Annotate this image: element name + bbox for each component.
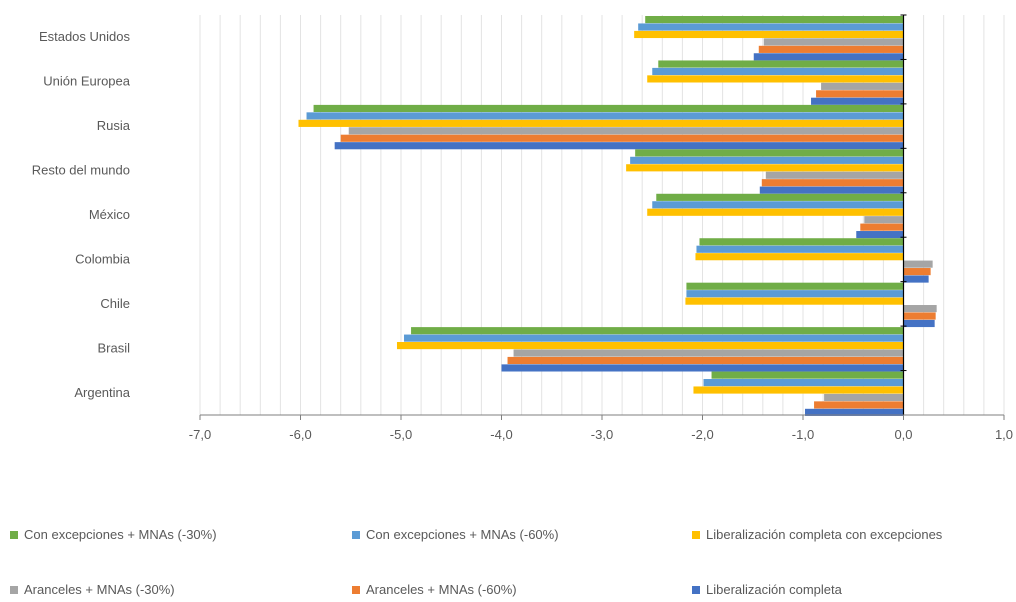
bar — [699, 238, 904, 246]
bar — [903, 305, 937, 313]
bar — [340, 134, 904, 142]
bar — [298, 119, 904, 127]
bar — [860, 223, 904, 231]
bar — [513, 349, 904, 357]
y-tick-label: Rusia — [97, 118, 131, 133]
bar — [695, 253, 904, 261]
axes: Estados Unidos Unión Europea Rusia Resto de… — [32, 14, 1013, 442]
bar — [696, 245, 904, 253]
bar — [630, 156, 904, 164]
legend-label: Aranceles + MNAs (-60%) — [366, 582, 517, 597]
bar — [404, 334, 904, 342]
legend-swatch — [692, 586, 700, 594]
bar — [647, 75, 904, 83]
bar — [658, 60, 904, 68]
y-tick-label: Resto del mundo — [32, 163, 130, 178]
x-tick-label: -5,0 — [390, 427, 412, 442]
bar — [761, 179, 904, 187]
legend-label: Aranceles + MNAs (-30%) — [24, 582, 175, 597]
y-tick-label: Argentina — [74, 385, 130, 400]
x-tick-label: 0,0 — [894, 427, 912, 442]
bar — [856, 231, 904, 239]
y-tick-label: México — [89, 207, 130, 222]
bar — [645, 16, 904, 24]
legend-label: Liberalización completa — [706, 582, 843, 597]
bar — [685, 297, 904, 305]
bar — [626, 164, 904, 172]
bar — [306, 112, 904, 120]
bar — [811, 97, 904, 105]
legend-swatch — [352, 586, 360, 594]
bar — [634, 30, 904, 39]
legend-label: Con excepciones + MNAs (-30%) — [24, 527, 217, 542]
bar — [501, 364, 904, 372]
legend-swatch — [10, 531, 18, 539]
bar — [864, 216, 904, 224]
bar — [686, 290, 904, 298]
legend-label: Con excepciones + MNAs (-60%) — [366, 527, 559, 542]
x-tick-label: -6,0 — [289, 427, 311, 442]
bars — [298, 16, 937, 416]
bar — [758, 45, 904, 53]
bar — [656, 193, 904, 201]
y-tick-label: Estados Unidos — [39, 29, 131, 44]
bar — [635, 149, 904, 157]
bar — [903, 312, 936, 320]
x-tick-label: -2,0 — [691, 427, 713, 442]
y-tick-label: Colombia — [75, 251, 131, 266]
x-tick-label: -1,0 — [792, 427, 814, 442]
x-tick-label: -4,0 — [490, 427, 512, 442]
bar — [903, 268, 931, 276]
bar — [638, 23, 904, 31]
x-tick-label: -3,0 — [591, 427, 613, 442]
bar — [334, 142, 904, 150]
bar — [313, 104, 904, 113]
bar — [396, 342, 904, 350]
bar — [348, 127, 904, 135]
bar — [711, 371, 904, 379]
bar — [411, 327, 904, 335]
bar — [686, 282, 904, 290]
bar — [507, 356, 904, 365]
legend-label: Liberalización completa con excepciones — [706, 527, 943, 542]
x-tick-label: 1,0 — [995, 427, 1013, 442]
y-tick-label: Chile — [100, 296, 130, 311]
legend: Con excepciones + MNAs (-30%) Con excepci… — [10, 527, 943, 597]
bar — [759, 186, 904, 194]
bar — [903, 260, 933, 268]
x-tick-label: -7,0 — [189, 427, 211, 442]
bar — [693, 386, 904, 394]
bar — [903, 319, 935, 328]
bar — [652, 201, 904, 209]
bar — [814, 401, 904, 409]
bar — [903, 275, 929, 283]
bar — [824, 393, 904, 402]
bar — [647, 208, 904, 216]
bar — [816, 90, 904, 98]
legend-swatch — [692, 531, 700, 539]
bar — [703, 379, 904, 387]
bar — [821, 82, 904, 90]
legend-swatch — [352, 531, 360, 539]
y-tick-label: Brasil — [97, 340, 130, 355]
bar — [765, 171, 904, 179]
bar — [652, 67, 904, 76]
bar — [805, 408, 904, 416]
legend-swatch — [10, 586, 18, 594]
bar — [753, 53, 904, 61]
y-tick-label: Unión Europea — [43, 74, 130, 89]
bar — [763, 38, 904, 46]
